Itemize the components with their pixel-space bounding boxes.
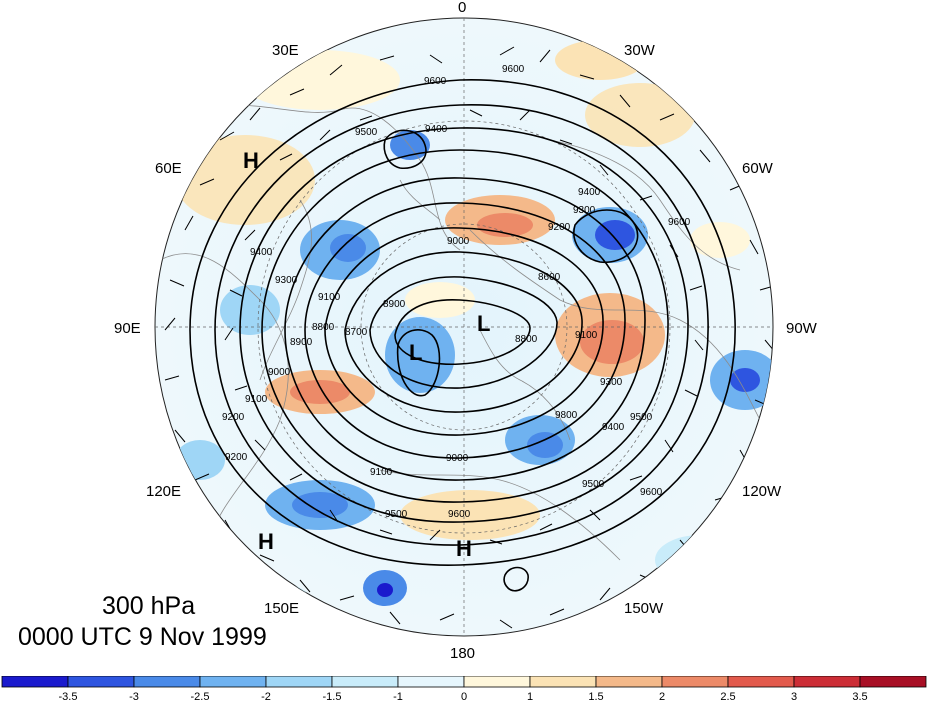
low-pressure-marker: L [409,340,422,365]
colorbar-tick-label: -2.5 [191,691,210,702]
contour-label: 9800 [555,410,578,421]
colorbar-tick-label: 0 [461,691,467,702]
contour-label: 9300 [275,275,298,286]
colorbar: -3.5 -3 -2.5 -2 -1.5 -1 0 1 1.5 2 2.5 3 3.5 [1,676,927,702]
colorbar-tick-label: 3 [791,691,797,702]
contour-label: 9300 [600,377,623,388]
contour-label: 9000 [268,367,291,378]
colorbar-box [331,676,399,688]
colorbar-tick-label: 2.5 [720,691,735,702]
lon-label: 150E [264,600,299,617]
contour-label: 9200 [225,452,248,463]
contour-label: 9100 [575,330,598,341]
colorbar-box [595,676,663,688]
lon-label: 30E [272,42,299,59]
contour-label: 8900 [290,337,313,348]
contour-label: 9100 [370,467,393,478]
high-pressure-marker: H [258,529,274,554]
contour-label: 8800 [312,322,335,333]
colorbar-box [463,676,531,688]
contour-label-group: 9600 9600 9500 9400 9400 9300 9200 9600 … [222,64,691,520]
contour-label: 9100 [245,394,268,405]
colorbar-box [133,676,201,688]
colorbar-box [727,676,795,688]
lon-label: 90W [786,320,818,337]
lon-label: 90E [114,320,141,337]
contour-label: 9400 [250,247,273,258]
contour-label: 8900 [383,299,406,310]
colorbar-box [199,676,267,688]
colorbar-boxes [1,676,927,688]
colorbar-box [1,676,69,688]
contour-label: 9600 [448,509,471,520]
contour-label: 9200 [548,222,571,233]
pressure-systems: H H H L L [243,148,490,561]
height-contours [189,79,736,592]
colorbar-tick-label: -1.5 [323,691,342,702]
lon-label: 120E [146,483,181,500]
contour-label: 9400 [602,422,625,433]
colorbar-tick-label: 1 [527,691,533,702]
contour-label: 9500 [630,412,653,423]
contour-label: 9200 [222,412,245,423]
contour-label: 9600 [668,217,691,228]
lon-label: 150W [624,600,664,617]
contour-label: 9500 [582,479,605,490]
colorbar-box [265,676,333,688]
wind-barbs [164,46,773,629]
contour-label: 8700 [345,327,368,338]
contour-label: 9600 [640,487,663,498]
colorbar-tick-label: 3.5 [852,691,867,702]
contour-label: 9500 [385,509,408,520]
contour-label: 8600 [538,272,561,283]
lon-label: 30W [624,42,656,59]
colorbar-tick-label: -2 [261,691,271,702]
colorbar-box [67,676,135,688]
colorbar-box [397,676,465,688]
contour-label: 9400 [425,124,448,135]
colorbar-box [793,676,861,688]
colorbar-tick-label: 1.5 [588,691,603,702]
colorbar-ticks: -3.5 -3 -2.5 -2 -1.5 -1 0 1 1.5 2 2.5 3 3.5 [59,691,868,702]
colorbar-tick-label: 2 [659,691,665,702]
low-pressure-marker: L [477,311,490,336]
colorbar-tick-label: -3 [129,691,139,702]
high-pressure-marker: H [243,148,259,173]
contour-label: 9600 [502,64,525,75]
lon-label: 180 [450,645,475,662]
colorbar-box [529,676,597,688]
colorbar-tick-label: -1 [393,691,403,702]
valid-time-caption: 0000 UTC 9 Nov 1999 [18,623,267,651]
contour-label: 9500 [355,127,378,138]
lon-label: 60W [742,160,774,177]
colorbar-tick-label: -3.5 [59,691,78,702]
contour-label: 9600 [424,76,447,87]
contour-label: 9400 [578,187,601,198]
colorbar-box [661,676,729,688]
lon-label: 60E [155,160,182,177]
high-pressure-marker: H [456,536,472,561]
pressure-level-caption: 300 hPa [102,592,196,620]
contour-label: 8800 [515,334,538,345]
longitude-labels: 0 30W 60W 90W 120W 150W 180 150E 120E 90… [114,0,818,662]
graticule [155,18,773,636]
colorbar-box [859,676,927,688]
contour-label: 9300 [573,205,596,216]
contour-label: 9000 [447,236,470,247]
contour-label: 9100 [318,292,341,303]
contour-label: 9000 [446,453,469,464]
lon-label: 0 [458,0,466,16]
shaded-anomaly-field [175,40,773,620]
lon-label: 120W [742,483,782,500]
